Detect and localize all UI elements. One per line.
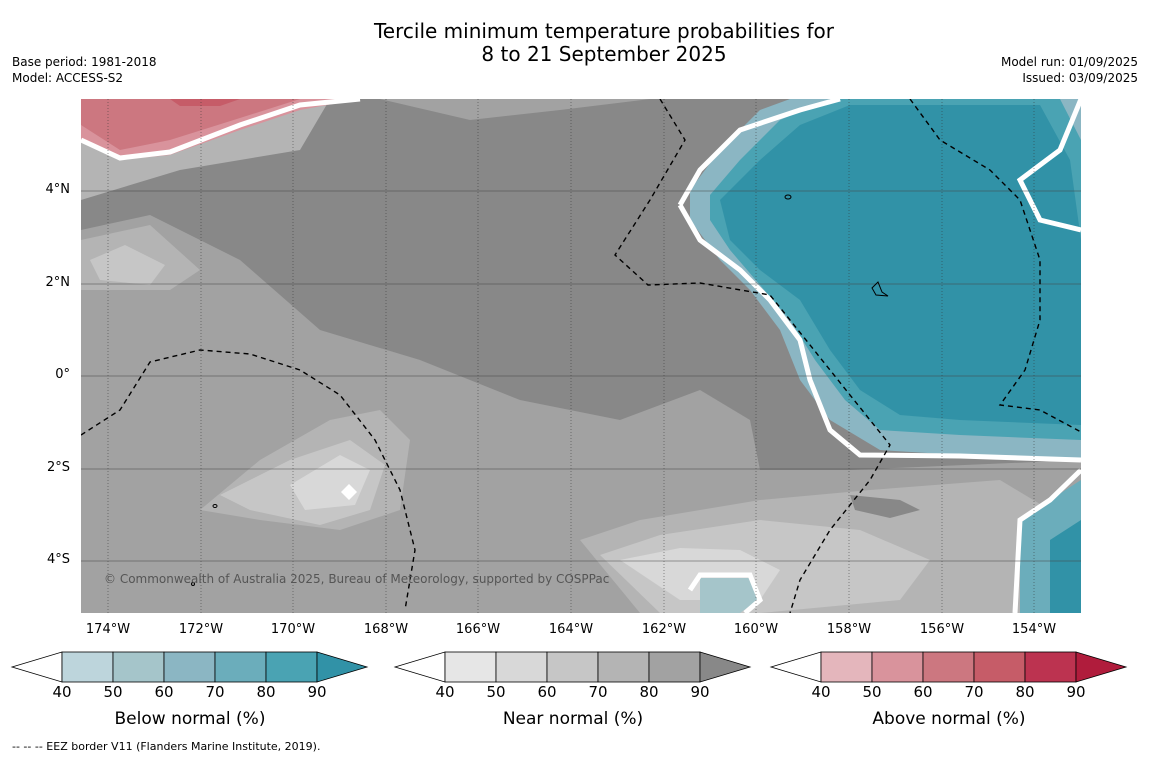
meta-left: Base period: 1981-2018 Model: ACCESS-S2 (12, 54, 157, 86)
colorbar-tick-label: 60 (537, 683, 557, 701)
colorbar-segment (265, 651, 318, 683)
colorbar-segment (546, 651, 599, 683)
colorbar-title-below: Below normal (%) (114, 709, 266, 729)
lat-label-0: 0° (55, 367, 70, 382)
lat-label-2n: 2°N (45, 275, 71, 290)
lon-label-160w: 160°W (733, 622, 779, 637)
base-period: Base period: 1981-2018 (12, 55, 157, 69)
eez-borders (81, 99, 1081, 613)
colorbar-tick-label: 70 (205, 683, 225, 701)
colorbar-segment (495, 651, 548, 683)
colorbar-near-normal (393, 651, 752, 683)
colorbar-tick-label: 90 (1066, 683, 1086, 701)
colorbar-above-normal (769, 651, 1128, 683)
title-line-2: 8 to 21 September 2025 (481, 42, 727, 66)
colorbar-segment (597, 651, 650, 683)
colorbar-tick-label: 90 (690, 683, 710, 701)
title-line-1: Tercile minimum temperature probabilitie… (373, 19, 835, 43)
contour-white-south (687, 572, 763, 613)
white-spot (341, 484, 357, 500)
colorbar-extend-arrow (699, 651, 752, 683)
colorbar-tick-label: 70 (588, 683, 608, 701)
colorbar-tick-label: 40 (811, 683, 831, 701)
colorbar-tick-label: 80 (639, 683, 659, 701)
colorbar-segment (214, 651, 267, 683)
lon-label-170w: 170°W (270, 622, 316, 637)
lon-label-164w: 164°W (548, 622, 594, 637)
near-normal-mid-north (81, 99, 650, 120)
colorbar-tick-label: 80 (256, 683, 276, 701)
contour-white-north (677, 99, 841, 207)
colorbar-tick-label: 40 (435, 683, 455, 701)
colorbar-tick-label: 60 (913, 683, 933, 701)
colorbar-segment (61, 651, 114, 683)
colorbar-title-above: Above normal (%) (872, 709, 1026, 729)
colorbar-segment (922, 651, 975, 683)
lat-label-4s: 4°S (46, 552, 70, 567)
colorbar-segment (820, 651, 873, 683)
lon-label-166w: 166°W (455, 622, 501, 637)
lat-label-4n: 4°N (45, 182, 71, 197)
colorbar-tick-label: 50 (862, 683, 882, 701)
colorbar-segment (973, 651, 1026, 683)
contour-white-nw (81, 99, 361, 161)
colorbar-segment (163, 651, 216, 683)
colorbar-segment (1024, 651, 1077, 683)
lon-label-158w: 158°W (826, 622, 872, 637)
near-normal-west-low (90, 245, 165, 285)
colorbar-extend-arrow (1075, 651, 1128, 683)
map-field (81, 99, 1081, 613)
below-normal-region-high (720, 105, 1081, 425)
map-title: Tercile minimum temperature probabilitie… (0, 20, 1150, 66)
near-normal-dark-spot (850, 495, 920, 518)
contour-white-east (677, 203, 1081, 463)
contour-white-se (1012, 468, 1081, 613)
lon-label-174w: 174°W (85, 622, 131, 637)
colorbar-tick-label: 50 (103, 683, 123, 701)
model-run: Model run: 01/09/2025 (1000, 55, 1138, 69)
latitude-lines (81, 190, 1081, 562)
copyright-credit: © Commonwealth of Australia 2025, Bureau… (104, 572, 610, 586)
colorbar-extend-arrow (316, 651, 369, 683)
model-name: Model: ACCESS-S2 (12, 71, 124, 85)
meta-right: Model run: 01/09/2025 Issued: 03/09/2025 (1001, 54, 1138, 86)
islands (191, 194, 889, 586)
colorbar-title-near: Near normal (%) (502, 709, 644, 729)
issued-date: Issued: 03/09/2025 (1022, 71, 1138, 85)
above-normal-region-mid (81, 99, 300, 150)
lon-label-162w: 162°W (641, 622, 687, 637)
colorbar-tick-label: 70 (964, 683, 984, 701)
colorbar-segment (871, 651, 924, 683)
eez-footnote: -- -- -- EEZ border V11 (Flanders Marine… (12, 740, 321, 753)
colorbar-tick-label: 50 (486, 683, 506, 701)
colorbar-tick-label: 40 (52, 683, 72, 701)
above-normal-region-high (170, 99, 240, 106)
colorbar-tick-label: 90 (307, 683, 327, 701)
lat-label-2s: 2°S (46, 460, 70, 475)
lon-label-154w: 154°W (1011, 622, 1057, 637)
colorbar-tick-label: 80 (1015, 683, 1035, 701)
lon-label-168w: 168°W (363, 622, 409, 637)
colorbar-segment (112, 651, 165, 683)
contour-white-ne (1016, 99, 1081, 233)
below-normal-se-high (1050, 520, 1081, 613)
colorbar-tick-label: 60 (154, 683, 174, 701)
lon-label-156w: 156°W (919, 622, 965, 637)
lon-label-172w: 172°W (178, 622, 224, 637)
colorbar-segment (444, 651, 497, 683)
colorbar-below-normal (10, 651, 369, 683)
below-normal-south-patch (700, 578, 758, 613)
colorbar-segment (648, 651, 701, 683)
